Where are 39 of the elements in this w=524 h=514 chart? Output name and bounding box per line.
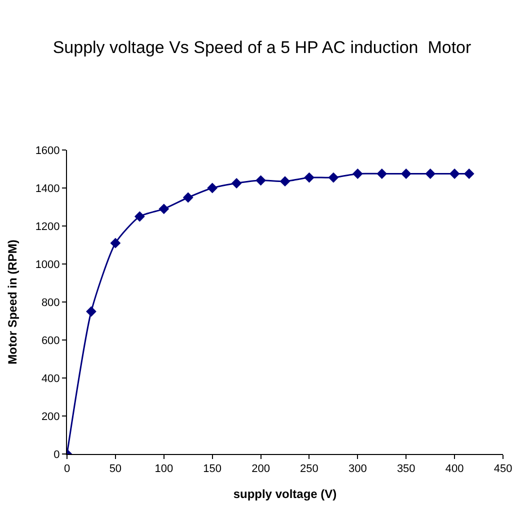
x-axis-title: supply voltage (V) xyxy=(233,487,337,502)
y-tick-label: 1200 xyxy=(35,220,60,233)
y-tick-label: 1000 xyxy=(35,258,60,271)
point xyxy=(304,172,314,183)
y-tick-label: 1400 xyxy=(35,182,60,195)
y-axis-title: Motor Speed in (RPM) xyxy=(6,240,20,364)
point xyxy=(464,168,474,179)
point xyxy=(400,168,412,179)
point xyxy=(158,204,170,214)
point xyxy=(449,168,460,179)
point xyxy=(231,178,242,188)
x-tick-label: 50 xyxy=(109,463,122,476)
x-tick-label: 100 xyxy=(154,463,174,476)
point xyxy=(86,306,96,317)
point xyxy=(110,238,121,248)
x-tick-label: 350 xyxy=(396,463,416,476)
point xyxy=(328,172,339,183)
y-tick-label: 800 xyxy=(41,296,60,309)
point xyxy=(182,192,194,203)
y-tick-label: 1600 xyxy=(35,144,60,157)
x-tick-label: 200 xyxy=(252,463,270,476)
x-tick-label: 450 xyxy=(494,463,512,476)
y-tick-label: 600 xyxy=(41,334,60,347)
y-tick-label: 200 xyxy=(41,410,60,423)
point xyxy=(207,182,218,194)
point xyxy=(352,168,363,179)
point xyxy=(256,175,266,186)
point xyxy=(280,176,290,187)
x-tick-label: 250 xyxy=(300,463,318,476)
x-tick-label: 300 xyxy=(348,463,367,476)
y-tick-label: 0 xyxy=(54,448,60,461)
x-tick-label: 150 xyxy=(203,463,222,476)
x-tick-label: 0 xyxy=(64,463,70,476)
x-tick-label: 400 xyxy=(445,463,464,476)
point xyxy=(425,168,436,179)
point xyxy=(134,211,145,222)
point xyxy=(376,168,388,179)
y-tick-label: 400 xyxy=(41,372,60,385)
chart-title: Supply voltage Vs Speed of a 5 HP AC induction Motor xyxy=(52,38,472,58)
